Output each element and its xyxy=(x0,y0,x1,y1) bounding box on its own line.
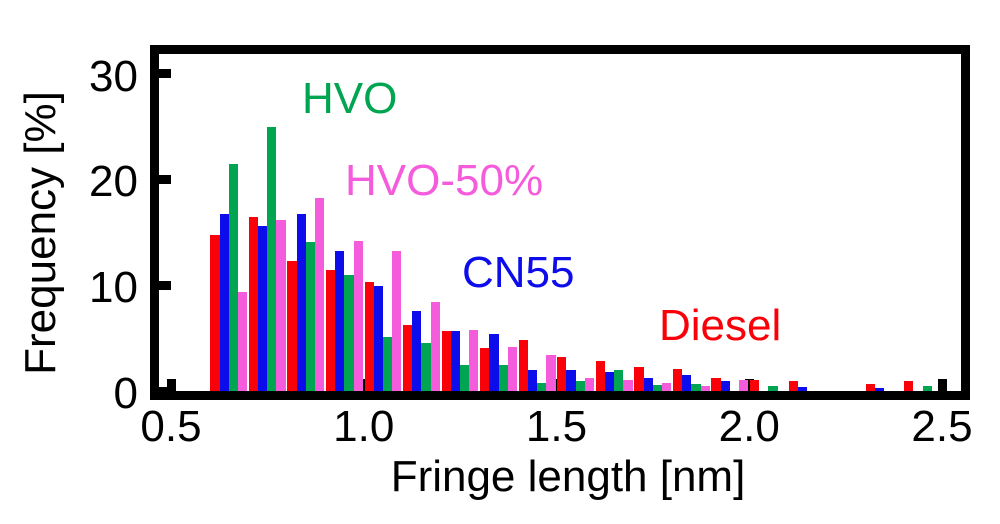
bar-cn55-2-15 xyxy=(797,386,807,391)
bar-hvo-50-0-85 xyxy=(315,198,325,391)
bar-cn55-1-75 xyxy=(643,378,653,391)
bar-cn55-1-25 xyxy=(450,330,460,391)
bar-hvo-50-1-15 xyxy=(430,302,440,391)
y-tick-30 xyxy=(159,69,171,79)
bar-hvo-1-25 xyxy=(460,364,470,391)
bar-cn55-2-35 xyxy=(874,387,885,391)
y-tick-0 xyxy=(159,386,171,396)
bar-hvo-0-85 xyxy=(305,241,315,391)
x-tick-2-5 xyxy=(937,379,947,391)
legend-label-hvo-50: HVO-50% xyxy=(345,156,544,205)
bar-hvo-50-1-55 xyxy=(584,378,595,391)
bar-cn55-0-75 xyxy=(258,225,268,391)
bar-diesel-1-85 xyxy=(672,368,683,391)
bar-diesel-2-35 xyxy=(865,383,875,391)
x-tick-1-0 xyxy=(359,379,369,391)
bar-cn55-1-65 xyxy=(605,371,615,391)
y-tick-10 xyxy=(159,280,171,290)
bar-cn55-1-45 xyxy=(527,369,538,391)
x-tick-2-0 xyxy=(744,379,754,391)
legend-label-diesel: Diesel xyxy=(659,301,782,350)
bar-hvo-1-35 xyxy=(498,364,508,391)
bar-diesel-1-65 xyxy=(595,361,605,391)
x-tick-1-5 xyxy=(552,379,561,391)
y-tick-label-0: 0 xyxy=(113,369,138,418)
bar-diesel-1-45 xyxy=(518,340,528,391)
y-tick-20 xyxy=(159,174,171,184)
x-tick-label-0-5: 0.5 xyxy=(140,402,202,451)
bar-cn55-1-85 xyxy=(682,375,692,391)
bar-diesel-1-95 xyxy=(711,378,721,391)
y-tick-label-20: 20 xyxy=(89,157,138,207)
bar-diesel-1-55 xyxy=(557,357,567,391)
bar-hvo-50-1-75 xyxy=(661,382,672,391)
x-tick-label-2-5: 2.5 xyxy=(911,402,973,451)
x-tick-label-1-0: 1.0 xyxy=(333,402,395,451)
legend-label-cn55: CN55 xyxy=(462,248,575,297)
bar-hvo-50-0-95 xyxy=(353,240,363,391)
bar-hvo-1-85 xyxy=(691,383,701,391)
bar-hvo-0-75 xyxy=(267,126,277,391)
bar-hvo-50-1-05 xyxy=(392,251,402,391)
bar-diesel-0-65 xyxy=(210,235,220,391)
bar-hvo-50-0-75 xyxy=(276,219,286,391)
bar-cn55-1-55 xyxy=(566,369,576,391)
bar-hvo-2-45 xyxy=(922,385,932,391)
bar-hvo-0-95 xyxy=(344,274,354,391)
bar-diesel-0-75 xyxy=(248,217,259,391)
bar-diesel-0-85 xyxy=(287,260,297,391)
bar-hvo-1-45 xyxy=(537,382,547,391)
bar-cn55-1-05 xyxy=(373,286,383,391)
bar-diesel-1-35 xyxy=(480,347,490,391)
x-axis-title: Fringe length [nm] xyxy=(390,452,746,501)
y-tick-label-10: 10 xyxy=(89,263,138,313)
bar-hvo-2-05 xyxy=(768,385,778,391)
bar-diesel-1-25 xyxy=(441,330,451,391)
bar-diesel-0-95 xyxy=(325,270,336,391)
bar-hvo-1-55 xyxy=(575,381,585,391)
x-tick-label-1-5: 1.5 xyxy=(525,402,588,451)
x-tick-label-2-0: 2.0 xyxy=(718,402,780,451)
bar-hvo-50-1-65 xyxy=(623,380,633,391)
bar-diesel-2-45 xyxy=(904,381,914,391)
bar-cn55-1-35 xyxy=(489,333,499,391)
bar-diesel-2-05 xyxy=(750,380,760,391)
x-tick-0-5 xyxy=(166,379,176,391)
bar-diesel-1-05 xyxy=(364,282,374,391)
bar-hvo-50-1-45 xyxy=(546,355,556,391)
legend-label-hvo: HVO xyxy=(302,74,398,123)
bar-hvo-1-65 xyxy=(614,369,624,391)
bar-cn55-0-65 xyxy=(219,214,229,391)
bar-hvo-50-1-35 xyxy=(507,346,517,391)
bar-cn55-0-95 xyxy=(335,251,345,391)
bar-hvo-50-1-95 xyxy=(739,380,749,391)
bar-hvo-1-05 xyxy=(382,337,393,391)
bar-hvo-1-75 xyxy=(652,384,662,391)
bar-diesel-2-15 xyxy=(788,381,798,391)
plot-area xyxy=(150,45,970,400)
bar-diesel-1-75 xyxy=(634,366,644,391)
bar-cn55-1-15 xyxy=(412,310,422,391)
bar-cn55-0-85 xyxy=(296,214,306,391)
bar-hvo-50-1-85 xyxy=(700,385,710,391)
y-axis-title: Frequency [%] xyxy=(16,91,65,375)
bar-hvo-0-65 xyxy=(228,163,238,391)
y-tick-label-30: 30 xyxy=(89,51,138,101)
bar-hvo-50-0-65 xyxy=(237,291,248,391)
bar-hvo-1-15 xyxy=(421,343,431,391)
bar-hvo-50-1-25 xyxy=(469,329,479,391)
bar-cn55-1-95 xyxy=(720,381,730,391)
bar-diesel-1-15 xyxy=(403,325,413,391)
